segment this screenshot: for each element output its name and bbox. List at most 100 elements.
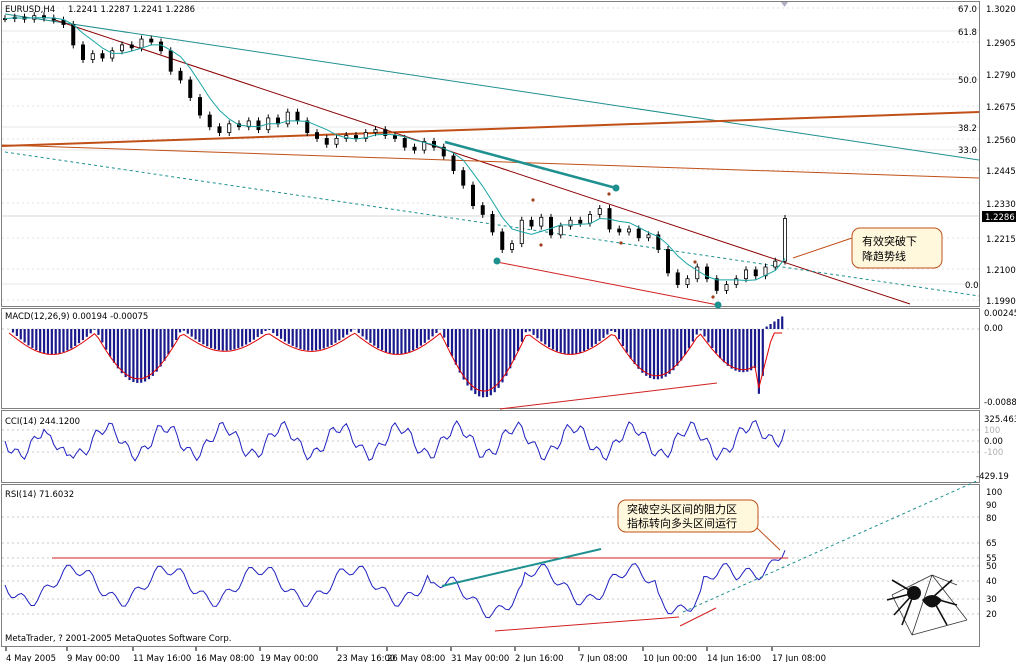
macd-bar [462,329,465,380]
candle-body [783,218,788,262]
macd-bar [190,329,193,337]
macd-bar [544,329,547,345]
macd-tick: 0.00 [984,324,1003,334]
macd-bar [46,329,50,354]
macd-bar [715,329,718,354]
macd-bar [303,329,306,350]
macd-bar [435,329,438,333]
price-axis: 1.3020 1.2905 1.2790 1.2675 1.2560 1.244… [986,5,1016,307]
candle-body [314,132,319,139]
macd-bar [159,329,162,367]
macd-bar [345,329,349,335]
macd-bar [563,329,566,354]
teal-resistance-line [4,13,980,161]
macd-bar [691,329,694,342]
teal-price-divergence-line [444,140,617,190]
rsi-teal-divergence-line [441,548,602,587]
grid-lines [2,7,979,615]
price-tick: 1.2905 [986,39,1016,49]
macd-bar [447,329,450,348]
time-label: 2 Jun 16:00 [515,654,564,662]
macd-bar [396,329,399,355]
macd-bar [738,329,741,372]
breakout-annotation: 有效突破下 降趋势线 [792,227,943,269]
fib-label: 33.0 [958,146,977,156]
macd-bar [470,329,473,391]
candle-body [588,214,593,224]
macd-bar [617,329,621,340]
macd-bar [143,329,147,382]
candle-body [568,219,573,227]
rsi-panel-frame [1,484,980,647]
rsi-tick: 40 [986,577,997,587]
candle-body [110,50,115,59]
macd-bar [322,329,325,349]
macd-bar [722,329,726,363]
macd-bar [625,329,628,353]
macd-bar [147,329,151,380]
macd-bar [757,329,761,394]
rsi-label: RSI(14) 71.6032 [5,490,74,500]
macd-bar [85,329,88,337]
candle-body [334,138,339,145]
macd-bar [404,329,407,354]
candle-body [402,138,407,148]
macd-bar [746,329,749,372]
macd-bar [31,329,34,348]
rsi-line [4,479,980,632]
time-label: 7 Jun 08:00 [579,654,628,662]
candle-body [305,120,310,133]
macd-bar [423,329,426,343]
rsi-axis: 100 90 80 65 55 50 40 30 20 [986,488,1002,620]
macd-bar [524,329,527,333]
macd-bar [575,329,578,354]
macd-bar [734,329,737,371]
candle-body [383,129,388,136]
candle-body [149,38,154,43]
macd-bar [548,329,551,348]
candle-body [451,155,456,171]
candle-body [666,249,671,274]
macd-bar [781,316,784,329]
macd-bar [217,329,220,351]
fibonacci-labels: 67.0 61.8 50.0 38.2 33.0 0.0 [958,5,979,291]
macd-bar [62,329,65,353]
scroll-marker-icon [781,2,788,7]
macd-bar [777,319,780,329]
candle-body [81,44,86,60]
price-tick: 1.2445 [986,167,1016,177]
fib-label: 38.2 [958,124,977,134]
rsi-red-short-line [679,607,717,627]
copyright-text: MetaTrader, ? 2001-2005 MetaQuotes Softw… [5,634,232,644]
macd-bar [93,329,96,330]
macd-bar [112,329,116,363]
macd-bar [726,329,729,366]
macd-bar [132,329,135,383]
macd-bar [649,329,652,379]
price-tick: 1.2675 [986,103,1016,113]
candle-body [353,135,358,139]
macd-bar [513,329,516,361]
macd-signal-line [8,332,783,392]
macd-bar [532,329,535,335]
macd-bar [120,329,123,374]
macd-bar [427,329,430,340]
macd-bar [489,329,492,396]
macd-bar [730,329,733,369]
candle-body [539,216,544,227]
rsi-tick: 100 [986,488,1002,498]
macd-bar [408,329,411,352]
cci-label: CCI(14) 244.1200 [5,417,80,427]
price-tick: 1.3020 [986,5,1016,15]
macd-bar [334,329,337,343]
macd-bar [311,329,314,351]
macd-bar [699,329,702,331]
macd-bar [155,329,158,372]
spider-logo [886,574,968,636]
price-tick: 1.2215 [986,235,1016,245]
macd-bar [77,329,81,344]
candle-body [90,53,95,60]
time-label: 16 May 08:00 [196,654,254,662]
macd-bar [497,329,500,388]
